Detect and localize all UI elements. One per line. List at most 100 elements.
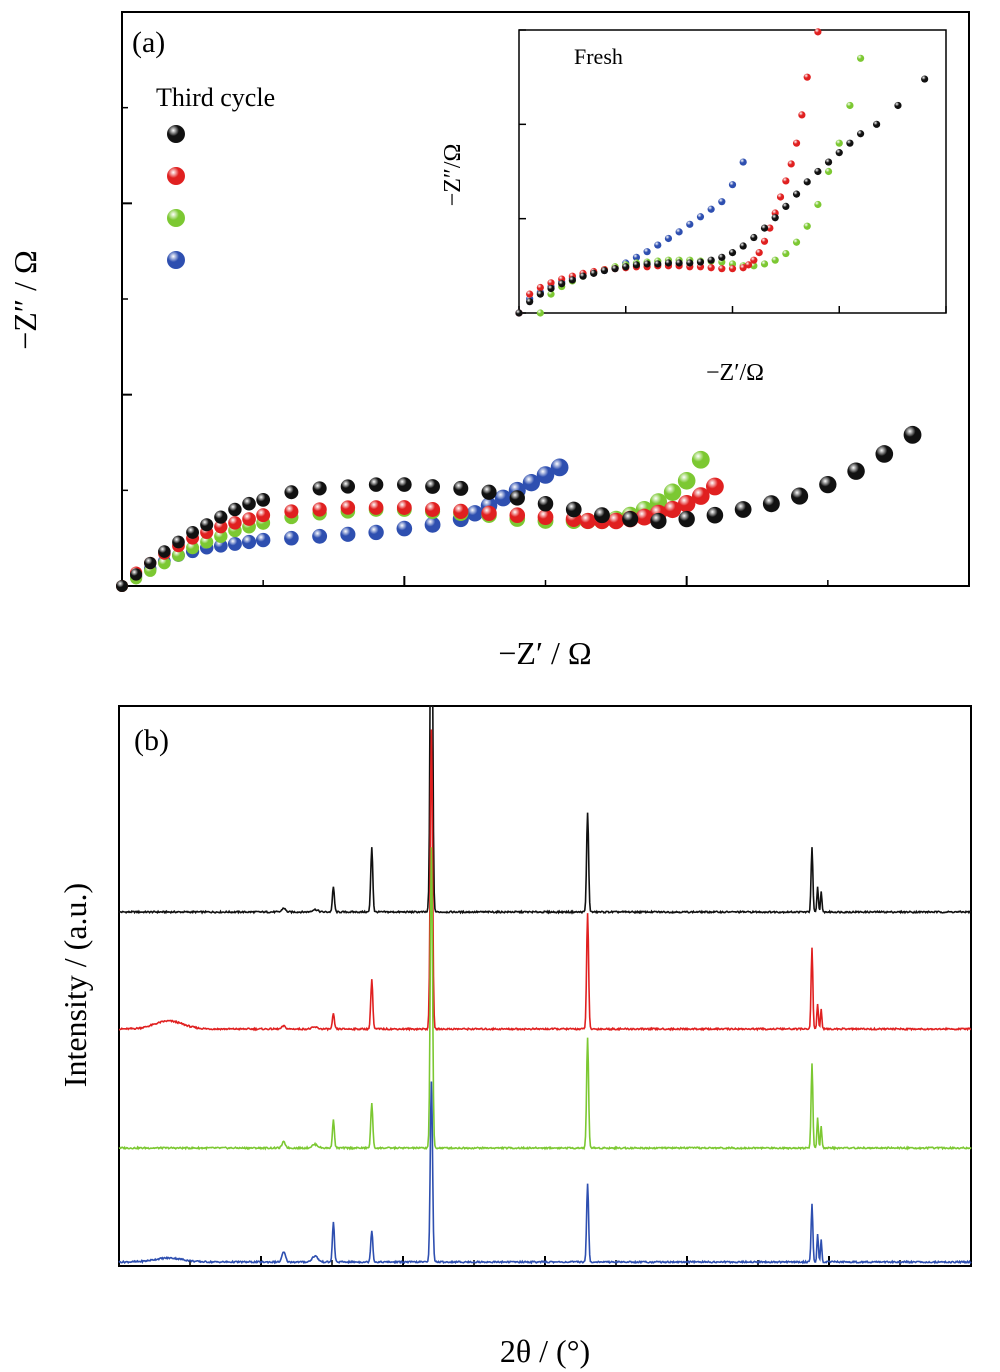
inset-data-point [739, 158, 747, 166]
inset-data-point [632, 253, 641, 261]
data-point [340, 500, 356, 515]
data-point [214, 510, 228, 524]
inset-data-point [568, 276, 576, 284]
inset-data-point [707, 264, 715, 272]
data-point [241, 534, 257, 550]
inset-data-point [728, 181, 737, 189]
inset-data-point [547, 279, 555, 287]
data-point [663, 500, 682, 519]
data-point [706, 506, 724, 524]
data-point [594, 507, 610, 524]
inset-data-point [760, 260, 769, 268]
inset-data-point [739, 264, 747, 272]
data-point [425, 479, 440, 494]
data-point [116, 580, 128, 592]
data-point [368, 500, 384, 515]
data-point [256, 508, 271, 523]
inset-data-point [675, 259, 683, 267]
inset-data-point [728, 265, 737, 273]
xrd-pattern-red [119, 729, 972, 1032]
inset-data-point [558, 280, 566, 288]
data-point [536, 466, 555, 484]
inset-data-point [766, 224, 774, 232]
inset-data-point [707, 256, 715, 264]
data-point [255, 532, 271, 548]
inset-data-point [707, 205, 715, 213]
panel-b-ylabel: Intensity / (a.u.) [57, 883, 93, 1087]
inset-data-point [835, 139, 843, 147]
data-point [368, 524, 384, 541]
legend-marker-red [167, 167, 185, 185]
data-point [550, 458, 569, 477]
data-point [819, 475, 837, 494]
inset-data-point [814, 28, 822, 36]
inset-data-point [921, 75, 929, 83]
inset-data-point [526, 298, 534, 306]
data-point [172, 535, 185, 549]
data-point [396, 520, 413, 537]
data-point [453, 503, 469, 519]
data-point [256, 493, 271, 507]
inset-data-point [803, 178, 811, 186]
inset-data-point [803, 222, 811, 230]
data-point [340, 479, 356, 494]
panel-a-xlabel: −Z′ / Ω [498, 635, 591, 671]
inset-data-point [664, 259, 673, 267]
data-point [875, 445, 894, 463]
inset-data-point [686, 259, 694, 267]
legend-marker-blue [167, 251, 185, 269]
data-point [284, 485, 299, 500]
data-point [691, 487, 710, 505]
panel-a-label: (a) [132, 26, 165, 59]
series-black [116, 425, 922, 592]
data-point [200, 535, 214, 549]
data-point [186, 525, 200, 539]
inset-data-point [798, 111, 806, 119]
inset-data-point [894, 101, 902, 110]
data-point [453, 480, 469, 496]
xrd-pattern-green [118, 847, 972, 1151]
inset-data-point [857, 54, 865, 62]
data-point [734, 501, 752, 518]
data-point [368, 477, 384, 492]
inset-data-point [782, 177, 790, 185]
data-point [579, 512, 596, 530]
panel-b-frame [118, 705, 972, 1267]
inset-data-point [814, 167, 822, 176]
data-point [227, 536, 242, 551]
inset-data-point [846, 101, 854, 110]
inset-data-point [611, 265, 619, 273]
data-point [214, 529, 228, 543]
data-point [158, 545, 171, 558]
data-point [284, 504, 299, 519]
inset-data-point [590, 269, 598, 277]
data-point [144, 556, 157, 570]
data-point [565, 501, 582, 518]
panel-b-label: (b) [134, 724, 169, 757]
data-point [242, 512, 256, 526]
data-point [635, 508, 653, 526]
inset-chart: Fresh −Z′/Ω −Z″/Ω [440, 28, 947, 386]
inset-data-point [824, 167, 833, 176]
panel-a-series [116, 425, 922, 592]
inset-series-black [515, 75, 929, 317]
inset-data-point [632, 261, 641, 269]
inset-data-point [755, 249, 763, 257]
series-blue [116, 458, 569, 592]
data-point [172, 548, 185, 562]
data-point [425, 501, 441, 517]
inset-data-point [739, 242, 747, 250]
data-point [537, 509, 554, 525]
inset-data-point [750, 262, 758, 270]
inset-title: Fresh [574, 44, 623, 69]
inset-data-point [803, 73, 811, 81]
inset-data-point [814, 200, 822, 209]
data-point [509, 507, 526, 523]
panel-a-ticks [121, 11, 970, 587]
data-point [481, 484, 497, 500]
data-point [537, 495, 554, 512]
inset-data-point [654, 241, 662, 249]
data-point [847, 462, 865, 480]
data-point [466, 505, 484, 522]
